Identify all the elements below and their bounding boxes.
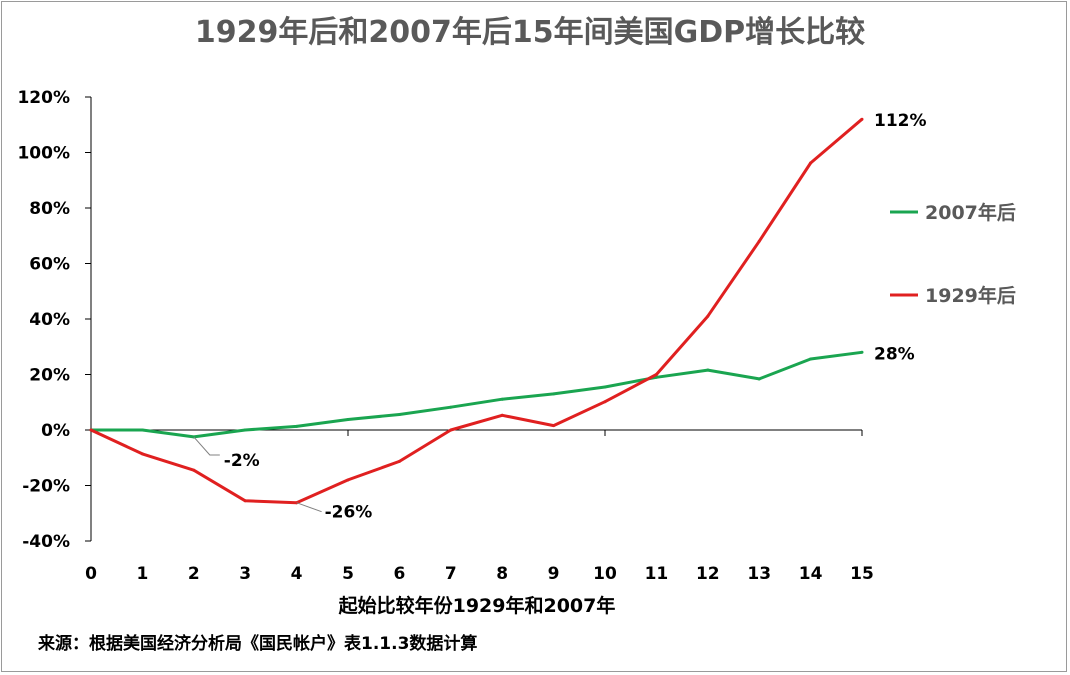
data-point bbox=[603, 400, 607, 404]
annotations: -2% -26% 112% 28% bbox=[193, 111, 927, 523]
x-tick-label: 14 bbox=[799, 564, 823, 584]
data-point bbox=[295, 424, 299, 428]
x-tick-label: 2 bbox=[188, 564, 200, 584]
legend-label: 2007年后 bbox=[925, 201, 1016, 224]
y-tick-label: 60% bbox=[29, 255, 70, 275]
y-tick-label: 120% bbox=[17, 88, 70, 108]
data-point bbox=[192, 468, 196, 472]
data-label: -2% bbox=[224, 451, 260, 471]
x-tick-label: 0 bbox=[85, 564, 97, 584]
x-tick-label: 12 bbox=[696, 564, 720, 584]
data-point bbox=[89, 428, 93, 432]
data-point bbox=[500, 397, 504, 401]
data-point bbox=[140, 428, 144, 432]
data-point bbox=[552, 392, 556, 396]
y-tick-label: 40% bbox=[29, 310, 70, 330]
chart-title: 1929年后和2007年后15年间美国GDP增长比较 bbox=[195, 15, 865, 50]
data-point bbox=[500, 413, 504, 417]
x-axis-label: 起始比较年份1929年和2007年 bbox=[338, 594, 616, 617]
y-tick-label: 0% bbox=[41, 421, 70, 441]
data-point bbox=[346, 417, 350, 421]
series-line-1 bbox=[90, 118, 863, 505]
leader-line bbox=[193, 436, 220, 456]
x-tick-label: 8 bbox=[496, 564, 508, 584]
y-tick-label: 20% bbox=[29, 366, 70, 386]
x-tick-label: 6 bbox=[393, 564, 405, 584]
data-point bbox=[449, 405, 453, 409]
x-tick-label: 11 bbox=[645, 564, 669, 584]
data-point bbox=[860, 350, 864, 354]
legend-label: 1929年后 bbox=[925, 284, 1016, 307]
data-label: -26% bbox=[325, 503, 373, 523]
data-point bbox=[809, 357, 813, 361]
x-tick-label: 4 bbox=[291, 564, 303, 584]
series-line-0 bbox=[91, 350, 863, 439]
y-tick-label: -20% bbox=[22, 477, 70, 497]
data-point bbox=[243, 428, 247, 432]
data-point bbox=[397, 459, 401, 463]
data-point bbox=[449, 428, 453, 432]
source-note: 来源：根据美国经济分析局《国民帐户》表1.1.3数据计算 bbox=[37, 633, 477, 654]
data-point bbox=[346, 478, 350, 482]
x-tick-label: 9 bbox=[548, 564, 560, 584]
x-tick-label: 1 bbox=[136, 564, 148, 584]
data-point bbox=[654, 373, 658, 376]
legend: 2007年后 1929年后 bbox=[890, 201, 1016, 307]
data-point bbox=[809, 161, 813, 165]
leader-line bbox=[296, 502, 322, 513]
data-point bbox=[860, 117, 864, 121]
data-point bbox=[243, 499, 247, 503]
axes: -40%-20%0%20%40%60%80%100%120%0 1 2 3 4 5 6 7 8 9… bbox=[17, 88, 873, 584]
data-point bbox=[757, 239, 761, 243]
x-tick-label: 3 bbox=[239, 564, 251, 584]
data-point bbox=[397, 412, 401, 416]
x-tick-label: 7 bbox=[445, 564, 457, 584]
data-point bbox=[706, 368, 710, 372]
x-tick-label: 15 bbox=[850, 564, 874, 584]
data-point bbox=[603, 385, 607, 389]
data-point bbox=[140, 452, 144, 456]
data-label: 112% bbox=[874, 111, 927, 131]
y-tick-label: 80% bbox=[29, 199, 70, 219]
x-tick-label: 5 bbox=[342, 564, 354, 584]
data-point bbox=[757, 377, 761, 381]
y-tick-label: -40% bbox=[22, 532, 70, 552]
data-label: 28% bbox=[874, 344, 915, 364]
data-point bbox=[552, 424, 556, 428]
x-tick-label: 13 bbox=[747, 564, 771, 584]
data-point bbox=[706, 314, 710, 318]
x-tick-label: 10 bbox=[593, 564, 617, 584]
series-layer bbox=[89, 117, 864, 505]
y-tick-label: 100% bbox=[17, 144, 70, 164]
